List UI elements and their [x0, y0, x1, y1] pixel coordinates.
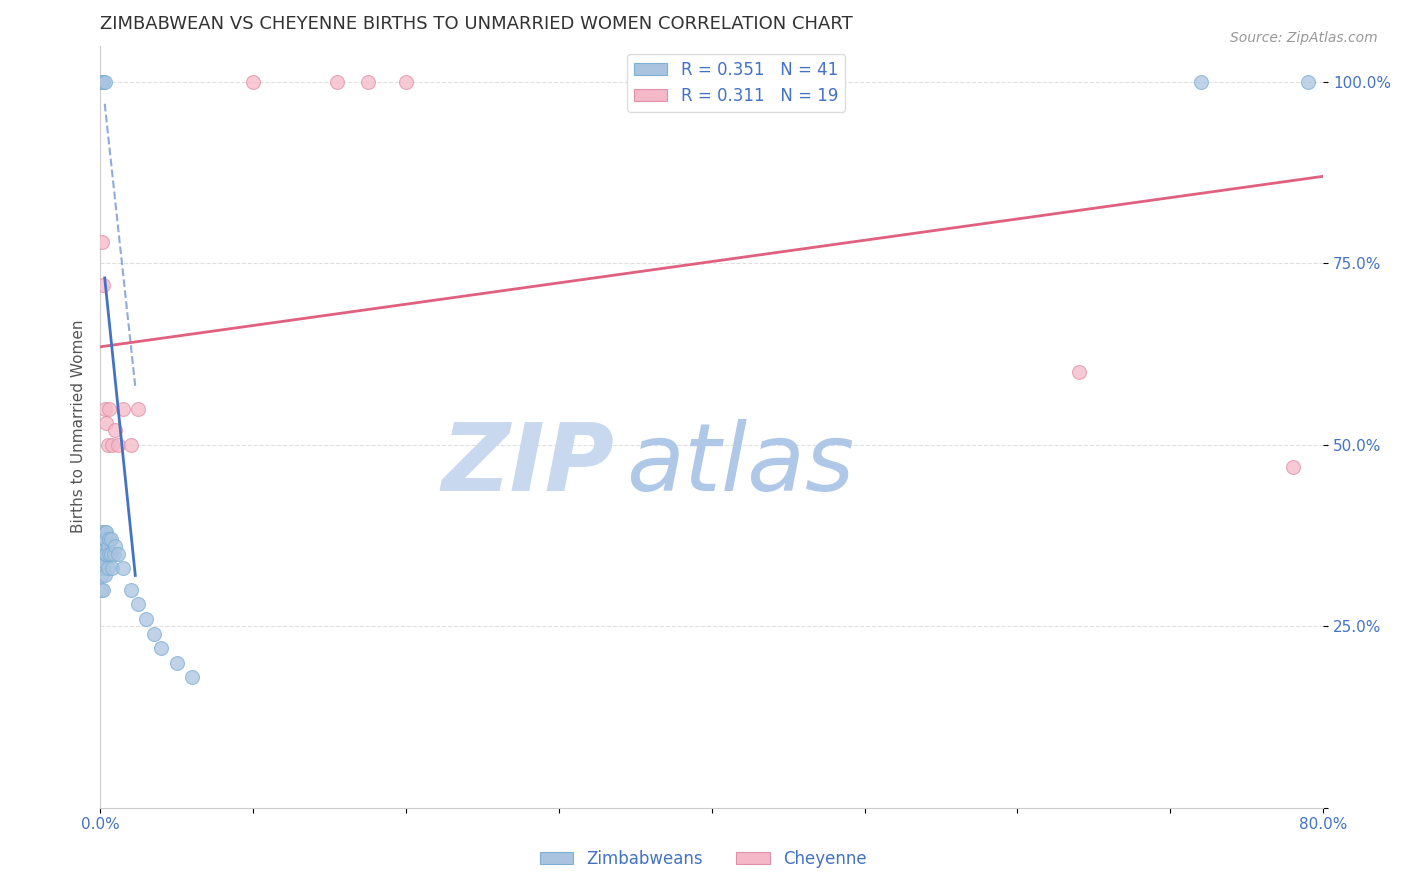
Text: atlas: atlas: [626, 419, 855, 510]
Point: [96, 547, 118, 561]
Point: [112, 401, 135, 416]
Point: [112, 561, 135, 575]
Point: [150, 640, 173, 655]
Point: [96, 524, 118, 539]
Point: [640, 75, 662, 89]
Point: [91, 582, 114, 597]
Point: [90, 75, 112, 89]
Point: [1296, 75, 1319, 89]
Point: [90, 582, 112, 597]
Point: [93, 554, 115, 568]
Point: [91, 568, 114, 582]
Point: [135, 612, 157, 626]
Point: [97, 561, 120, 575]
Point: [100, 547, 122, 561]
Point: [180, 670, 202, 684]
Point: [120, 438, 142, 452]
Point: [93, 532, 115, 546]
Point: [1281, 459, 1303, 474]
Point: [91, 540, 114, 554]
Point: [90, 532, 112, 546]
Point: [1067, 365, 1090, 379]
Point: [166, 656, 188, 670]
Point: [120, 582, 142, 597]
Point: [90, 235, 112, 249]
Point: [242, 75, 264, 89]
Point: [1189, 75, 1212, 89]
Point: [90, 547, 112, 561]
Point: [127, 598, 149, 612]
Point: [101, 561, 124, 575]
Point: [93, 524, 115, 539]
Point: [104, 423, 127, 437]
Point: [91, 278, 114, 293]
Point: [93, 75, 115, 89]
Point: [98, 547, 121, 561]
Point: [107, 438, 129, 452]
Point: [640, 75, 662, 89]
Point: [100, 532, 122, 546]
Y-axis label: Births to Unmarried Women: Births to Unmarried Women: [72, 320, 86, 533]
Text: ZIP: ZIP: [441, 418, 614, 511]
Point: [91, 524, 114, 539]
Point: [127, 401, 149, 416]
Point: [142, 626, 165, 640]
Point: [97, 438, 120, 452]
Point: [93, 401, 115, 416]
Point: [103, 547, 125, 561]
Point: [101, 438, 124, 452]
Point: [98, 401, 121, 416]
Point: [326, 75, 349, 89]
Point: [93, 547, 115, 561]
Point: [98, 532, 121, 546]
Point: [104, 540, 127, 554]
Point: [93, 568, 115, 582]
Legend: Zimbabweans, Cheyenne: Zimbabweans, Cheyenne: [533, 844, 873, 875]
Point: [91, 540, 114, 554]
Text: Source: ZipAtlas.com: Source: ZipAtlas.com: [1230, 31, 1378, 45]
Point: [96, 416, 118, 430]
Point: [90, 75, 112, 89]
Point: [357, 75, 380, 89]
Point: [91, 561, 114, 575]
Text: ZIMBABWEAN VS CHEYENNE BIRTHS TO UNMARRIED WOMEN CORRELATION CHART: ZIMBABWEAN VS CHEYENNE BIRTHS TO UNMARRI…: [100, 15, 853, 33]
Legend: R = 0.351   N = 41, R = 0.311   N = 19: R = 0.351 N = 41, R = 0.311 N = 19: [627, 54, 845, 112]
Point: [94, 532, 117, 546]
Point: [97, 540, 120, 554]
Point: [91, 75, 114, 89]
Point: [90, 561, 112, 575]
Point: [107, 547, 129, 561]
Point: [395, 75, 418, 89]
